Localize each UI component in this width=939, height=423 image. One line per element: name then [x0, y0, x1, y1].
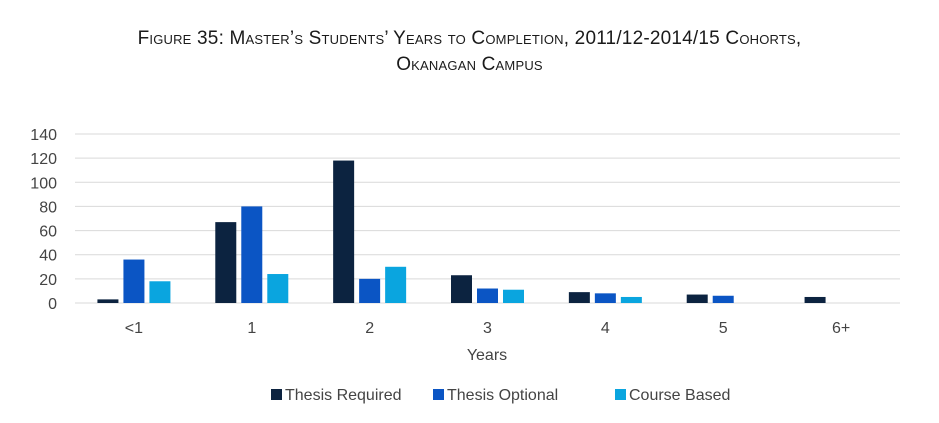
bar-thesis-optional-3 [477, 288, 498, 303]
y-tick-label: 20 [39, 272, 57, 289]
x-tick-label: 5 [719, 320, 728, 337]
bar-thesis-required-4 [568, 292, 590, 303]
y-tick-label: 100 [30, 175, 57, 192]
legend-swatch [615, 389, 626, 400]
x-axis-ticks: <1 1 2 3 4 5 6+ [125, 320, 850, 337]
bar-course-based-1 [267, 274, 289, 303]
legend: Thesis Required Thesis Optional Course Bas… [271, 387, 730, 404]
bar-course-based-4 [620, 296, 642, 303]
bar-thesis-required-5 [686, 294, 708, 303]
x-axis-label: Years [467, 347, 507, 364]
bar-thesis-optional-5 [712, 295, 734, 303]
legend-label: Course Based [629, 387, 730, 404]
bars [97, 160, 826, 303]
y-tick-label: 60 [39, 224, 57, 241]
chart-title-line-1: Figure 35: Master’s Students’ Years to C… [137, 28, 802, 49]
y-axis-ticks: 0 20 40 60 80 100 120 140 [30, 127, 57, 313]
y-tick-label: 80 [39, 199, 57, 216]
y-tick-label: 0 [48, 296, 57, 313]
x-tick-label: 4 [601, 320, 610, 337]
x-tick-label: 3 [483, 320, 492, 337]
bar-course-based-2 [385, 266, 407, 303]
chart-title-line-2: Okanagan Campus [396, 54, 543, 75]
y-tick-label: 40 [39, 248, 57, 265]
bar-thesis-optional-1 [241, 206, 263, 303]
bar-thesis-optional-4 [594, 293, 616, 303]
bar-thesis-required-3 [451, 275, 472, 303]
legend-label: Thesis Optional [447, 387, 558, 404]
bar-thesis-required-6 [804, 296, 826, 303]
bar-thesis-optional-0 [123, 259, 145, 303]
y-tick-label: 140 [30, 127, 57, 144]
bar-thesis-required-2 [333, 160, 355, 303]
y-tick-label: 120 [30, 151, 57, 168]
x-tick-label: 6+ [832, 320, 850, 337]
bar-thesis-required-1 [215, 222, 237, 303]
bar-course-based-3 [503, 289, 524, 303]
bar-course-based-0 [149, 281, 171, 303]
bar-thesis-required-0 [97, 299, 119, 303]
x-tick-label: 2 [365, 320, 374, 337]
x-tick-label: 1 [247, 320, 256, 337]
gridlines [75, 133, 900, 304]
legend-label: Thesis Required [285, 387, 402, 404]
x-tick-label: <1 [125, 320, 143, 337]
legend-swatch [271, 389, 282, 400]
bar-thesis-optional-2 [359, 278, 381, 303]
legend-swatch [433, 389, 444, 400]
